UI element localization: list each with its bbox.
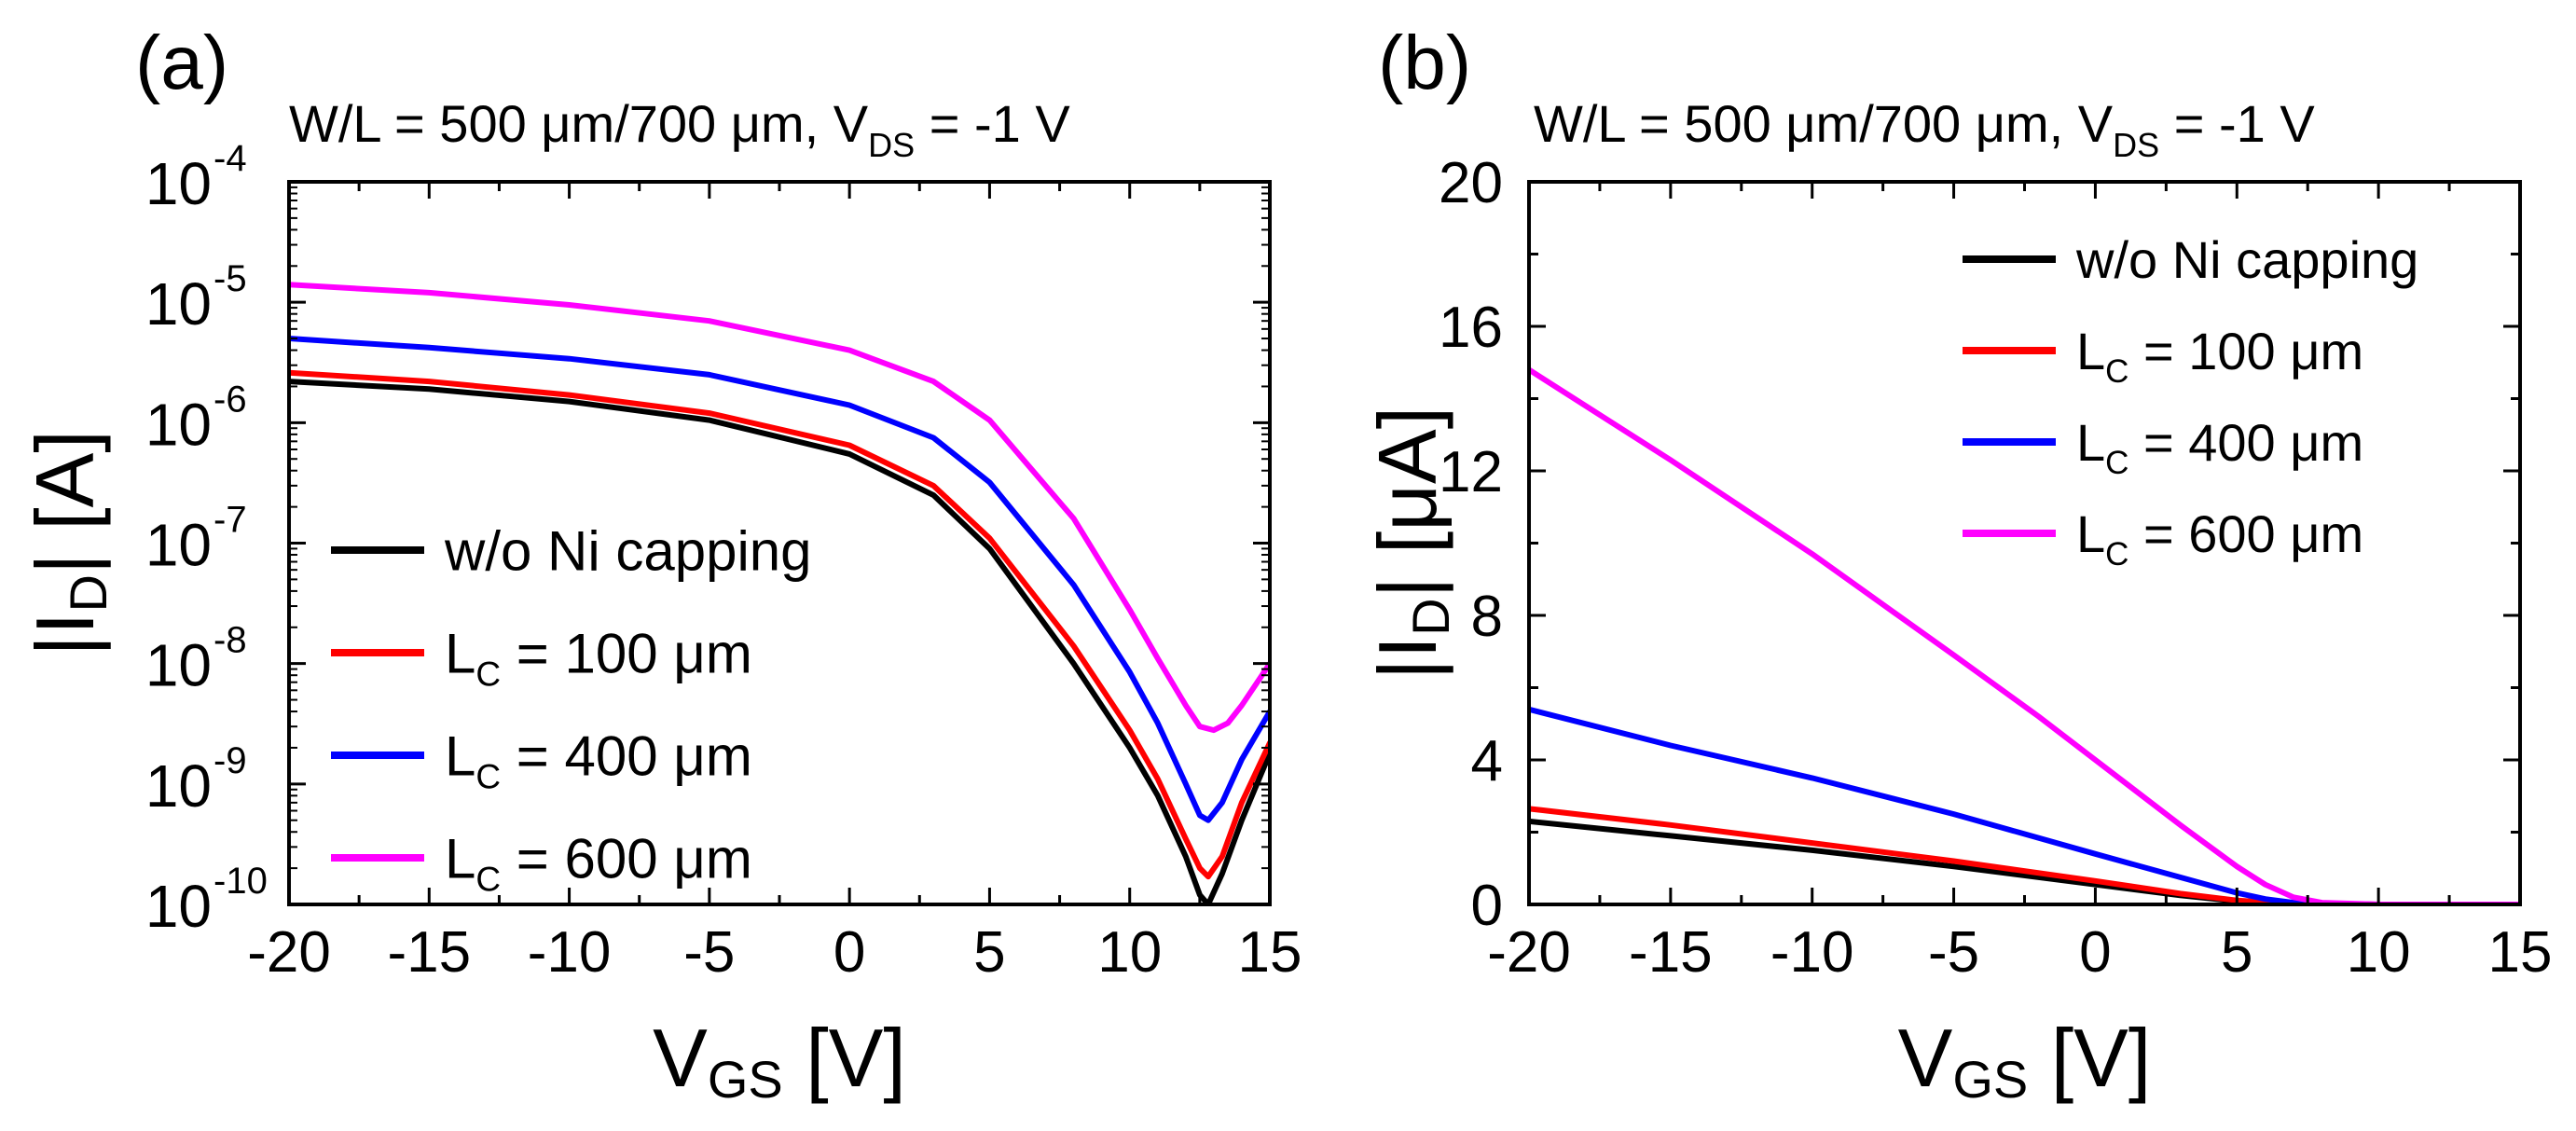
chart-title: W/L = 500 μm/700 μm, VDS = -1 V (1534, 94, 2315, 164)
legend: w/o Ni capping LC = 100 μm LC = 400 μm LC =… (331, 520, 812, 899)
y-tick-label: 10 (145, 752, 212, 820)
series-line-2 (1529, 806, 2520, 904)
y-tick-label: 10 (145, 632, 212, 699)
y-tick-exponent: -10 (214, 861, 268, 902)
x-tick-label: -5 (1928, 920, 1979, 985)
x-tick-label: -15 (387, 920, 471, 985)
legend-label: LC = 100 μm (445, 623, 752, 694)
y-tick-exponent: -8 (214, 620, 247, 661)
y-tick-label: 10 (145, 873, 212, 940)
series-line-4 (289, 282, 1270, 734)
y-tick-label: 0 (1471, 874, 1503, 938)
y-tick-label: 12 (1439, 440, 1503, 504)
y-tick-exponent: -9 (214, 740, 247, 781)
x-tick-label: -10 (1770, 920, 1854, 985)
x-tick-label: 15 (2488, 920, 2553, 985)
x-tick-label: -5 (683, 920, 735, 985)
panel-label: (b) (1378, 21, 1471, 105)
legend: w/o Ni capping LC = 100 μm LC = 400 μm LC =… (1963, 230, 2418, 572)
x-tick-label: 10 (1097, 920, 1162, 985)
legend-label: LC = 100 μm (2076, 322, 2363, 390)
x-tick-label: -20 (247, 920, 331, 985)
y-tick-label: 10 (145, 512, 212, 579)
y-tick-label: 8 (1471, 585, 1503, 649)
series-line-3 (289, 336, 1270, 823)
y-axis-label: |ID| [μA] (1361, 407, 1460, 680)
y-tick-label: 10 (145, 270, 212, 338)
legend-label: w/o Ni capping (444, 520, 812, 583)
legend-label: w/o Ni capping (2075, 230, 2418, 289)
axes-frame (1527, 180, 2522, 906)
y-tick-label: 4 (1471, 729, 1503, 793)
x-tick-label: -15 (1629, 920, 1713, 985)
legend-label: LC = 600 μm (445, 828, 752, 899)
y-tick-exponent: -5 (214, 258, 247, 299)
x-axis-label: VGS [V] (1898, 1012, 2152, 1109)
y-tick-exponent: -6 (214, 379, 247, 420)
x-tick-label: -20 (1487, 920, 1571, 985)
chart-title: W/L = 500 μm/700 μm, VDS = -1 V (289, 94, 1070, 164)
y-axis-label: |ID| [A] (19, 430, 117, 656)
series-line-2 (289, 369, 1270, 880)
x-tick-label: 10 (2347, 920, 2411, 985)
x-tick-label: 0 (2079, 920, 2111, 985)
chart-panel-b: -20 -15 -10 -5 0 5 10 15 0 4 8 12 16 20 (b) W/L = 500 μ… (1361, 21, 2552, 1109)
x-tick-label: 15 (1238, 920, 1302, 985)
x-tick-label: -10 (528, 920, 612, 985)
x-tick-label: 5 (973, 920, 1005, 985)
y-tick-exponent: -4 (214, 138, 247, 179)
y-tick-label: 10 (145, 391, 212, 458)
legend-label: LC = 600 μm (2076, 504, 2363, 572)
series-line-1 (289, 379, 1270, 904)
legend-label: LC = 400 μm (445, 725, 752, 796)
legend-label: LC = 400 μm (2076, 413, 2363, 481)
y-tick-label: 10 (145, 150, 212, 217)
y-tick-label: 20 (1439, 151, 1503, 215)
x-tick-label: 5 (2221, 920, 2252, 985)
panel-label: (a) (135, 21, 228, 105)
x-axis-label: VGS [V] (653, 1012, 906, 1109)
y-tick-label: 16 (1439, 296, 1503, 360)
x-tick-label: 0 (833, 920, 865, 985)
y-tick-exponent: -7 (214, 500, 247, 541)
